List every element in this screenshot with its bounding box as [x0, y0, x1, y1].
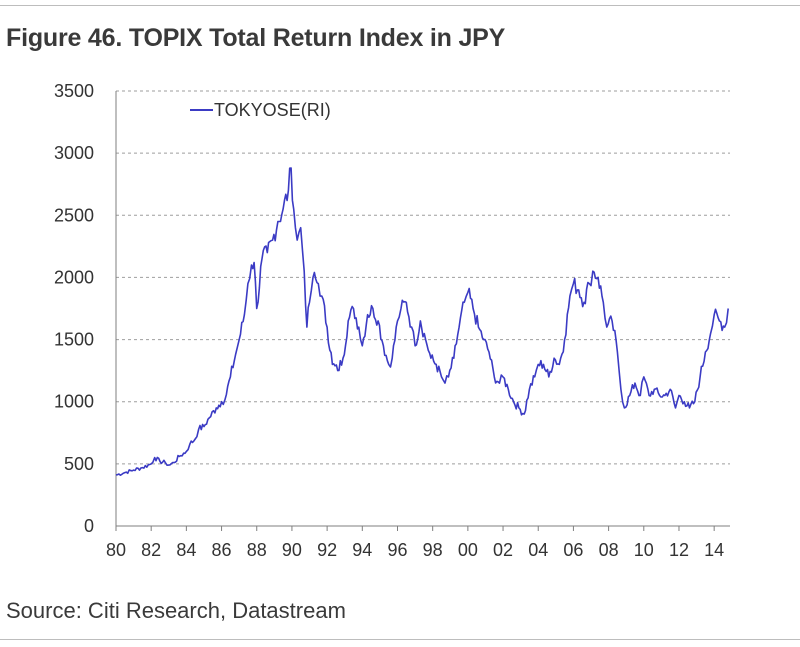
- y-tick-3500: 3500: [54, 81, 94, 101]
- x-tick-84: 84: [176, 540, 196, 560]
- y-tick-2500: 2500: [54, 205, 94, 225]
- x-tick-94: 94: [352, 540, 372, 560]
- x-tick-02: 02: [493, 540, 513, 560]
- y-tick-0: 0: [84, 516, 94, 536]
- y-tick-1500: 1500: [54, 330, 94, 350]
- x-tick-80: 80: [106, 540, 126, 560]
- y-tick-1000: 1000: [54, 392, 94, 412]
- axes: [115, 91, 730, 531]
- x-tick-82: 82: [141, 540, 161, 560]
- x-tick-96: 96: [387, 540, 407, 560]
- x-tick-90: 90: [282, 540, 302, 560]
- legend: TOKYOSE(RI): [190, 100, 331, 120]
- y-tick-2000: 2000: [54, 267, 94, 287]
- x-tick-12: 12: [669, 540, 689, 560]
- x-tick-04: 04: [528, 540, 548, 560]
- legend-label-tokyose: TOKYOSE(RI): [214, 100, 331, 120]
- x-tick-14: 14: [704, 540, 724, 560]
- x-tick-00: 00: [458, 540, 478, 560]
- x-tick-10: 10: [634, 540, 654, 560]
- y-tick-labels: 0 500 1000 1500 2000 2500 3000 3500: [54, 81, 94, 536]
- figure-title: Figure 46. TOPIX Total Return Index in J…: [6, 24, 506, 52]
- x-tick-06: 06: [563, 540, 583, 560]
- x-tick-labels: 80 82 84 86 88 90 92 94 96 98 00 02 04 06 08 10 12 14: [106, 540, 724, 560]
- y-tick-3000: 3000: [54, 143, 94, 163]
- y-tick-500: 500: [64, 454, 94, 474]
- source-note: Source: Citi Research, Datastream: [6, 598, 346, 623]
- series-line-tokyose: [115, 167, 729, 476]
- x-tick-08: 08: [599, 540, 619, 560]
- x-tick-86: 86: [212, 540, 232, 560]
- top-rule: [0, 5, 800, 6]
- x-tick-88: 88: [247, 540, 267, 560]
- bottom-rule: [0, 639, 800, 640]
- gridlines: [116, 90, 730, 465]
- series-layer: [115, 167, 729, 476]
- x-tick-92: 92: [317, 540, 337, 560]
- x-tick-98: 98: [423, 540, 443, 560]
